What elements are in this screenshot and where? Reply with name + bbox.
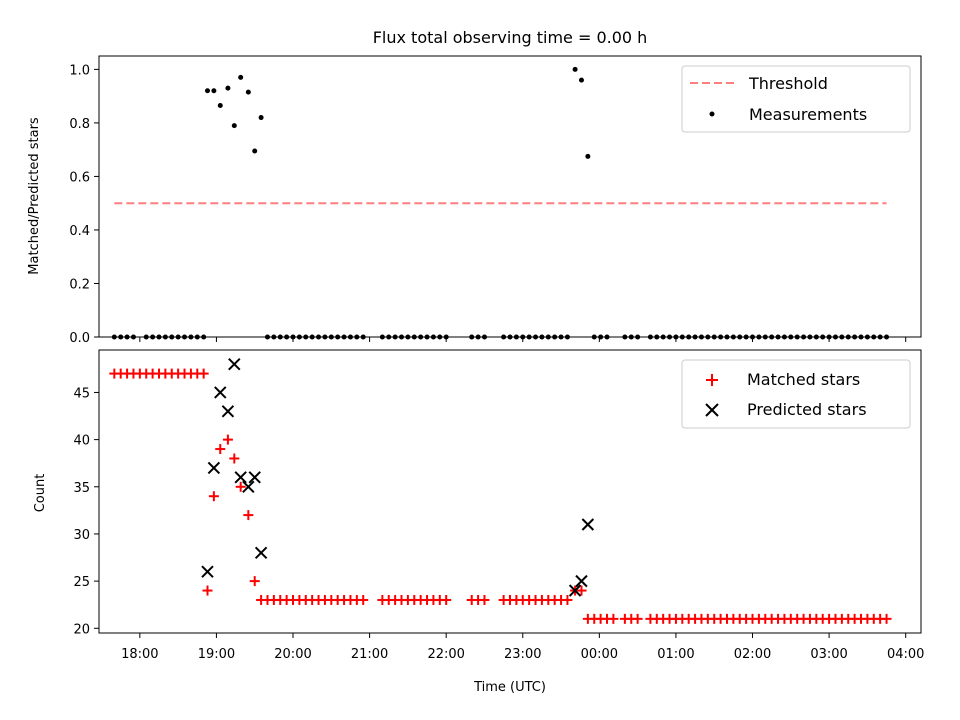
bottom-xtick-label: 20:00 — [274, 647, 311, 662]
bottom-ytick-label: 45 — [73, 386, 90, 401]
predicted-star-point — [221, 405, 235, 418]
matched-star-point — [562, 594, 573, 605]
bottom-xtick-label: 19:00 — [198, 647, 235, 662]
matched-star-point — [222, 434, 233, 445]
measurement-point — [252, 148, 258, 154]
measurement-point — [204, 88, 210, 94]
bottom-ytick-label: 30 — [73, 528, 90, 543]
predicted-star-point — [201, 565, 214, 578]
measurement-point — [578, 77, 584, 83]
predicted-star-point — [207, 461, 221, 475]
matched-star-point — [215, 444, 226, 455]
count-points — [109, 357, 892, 624]
bottom-axis-ticks: 20 25 30 35 40 45 18:00 19:00 20:00 21:00 22:00 23:… — [73, 386, 924, 662]
measurement-point — [258, 115, 264, 121]
top-legend: Threshold Measurements — [681, 65, 911, 133]
top-legend-box — [681, 65, 911, 133]
matched-star-point — [576, 585, 587, 596]
measurements-legend-label: Measurements — [749, 105, 867, 124]
predicted-star-point — [214, 386, 227, 399]
bottom-xtick-label: 04:00 — [887, 647, 924, 662]
matched-star-point — [243, 510, 254, 521]
bottom-axes-frame — [98, 349, 922, 634]
bottom-ylabel: Count — [33, 474, 48, 513]
bottom-ytick-label: 20 — [73, 622, 90, 637]
predicted-star-point — [242, 480, 255, 493]
matched-star-point — [198, 368, 209, 379]
top-ytick-label: 1.0 — [69, 63, 90, 78]
measurement-point — [231, 123, 237, 129]
top-ytick-label: 0.0 — [69, 331, 90, 346]
top-ylabel: Matched/Predicted stars — [27, 117, 42, 275]
predicted-star-point — [568, 584, 582, 597]
predicted-star-point — [228, 357, 241, 371]
top-ytick-label: 0.6 — [69, 170, 90, 185]
bottom-xtick-label: 03:00 — [810, 647, 847, 662]
predicted-star-point — [234, 471, 247, 484]
predicted-legend-label: Predicted stars — [747, 400, 867, 419]
predicted-star-point — [581, 518, 595, 531]
predicted-star-point — [575, 574, 588, 588]
matched-star-point — [632, 613, 643, 624]
top-axis-ticks: 0.0 0.2 0.4 0.6 0.8 1.0 — [69, 63, 907, 346]
bottom-ytick-label: 25 — [73, 575, 90, 590]
measurement-point — [225, 85, 231, 91]
measurement-point — [238, 74, 244, 80]
bottom-legend-box — [681, 359, 911, 429]
threshold-legend-label: Threshold — [748, 74, 828, 93]
measurement-point — [217, 103, 223, 109]
matched-star-point — [441, 594, 452, 605]
top-ytick-label: 0.8 — [69, 117, 90, 132]
bottom-xtick-label: 00:00 — [581, 647, 618, 662]
measurements-legend-marker — [709, 111, 715, 117]
measurement-point — [572, 66, 578, 72]
top-ytick-label: 0.2 — [69, 277, 90, 292]
bottom-xtick-label: 02:00 — [734, 647, 771, 662]
matched-star-point — [208, 491, 219, 502]
matched-star-point — [202, 585, 213, 596]
matched-star-point — [249, 576, 260, 587]
bottom-xtick-label: 18:00 — [121, 647, 158, 662]
bottom-xtick-label: 21:00 — [351, 647, 388, 662]
predicted-star-point — [254, 546, 268, 560]
bottom-xtick-label: 23:00 — [504, 647, 541, 662]
measurement-point — [245, 89, 251, 95]
matched-star-point — [358, 594, 369, 605]
bottom-ytick-label: 35 — [73, 481, 90, 496]
bottom-ytick-label: 40 — [73, 434, 90, 449]
bottom-xtick-label: 01:00 — [657, 647, 694, 662]
top-axes-frame — [98, 55, 922, 338]
predicted-star-point — [248, 471, 261, 484]
matched-star-point — [608, 613, 619, 624]
ratio-panel: Flux total observing time = 0.00 h Match… — [27, 28, 922, 346]
matched-star-point — [235, 481, 246, 492]
matched-legend-marker — [706, 374, 718, 386]
matched-star-point — [881, 613, 892, 624]
matched-star-point — [229, 453, 240, 464]
top-ytick-label: 0.4 — [69, 224, 90, 239]
bottom-xtick-label: 22:00 — [427, 647, 464, 662]
matched-legend-label: Matched stars — [747, 370, 860, 389]
predicted-legend-marker — [705, 403, 719, 417]
chart-title: Flux total observing time = 0.00 h — [373, 28, 648, 47]
bottom-legend: Matched stars Predicted stars — [681, 359, 911, 429]
bottom-xlabel: Time (UTC) — [473, 680, 546, 695]
matched-star-point — [479, 594, 490, 605]
measurement-point — [585, 153, 591, 159]
measurement-point — [211, 88, 217, 94]
